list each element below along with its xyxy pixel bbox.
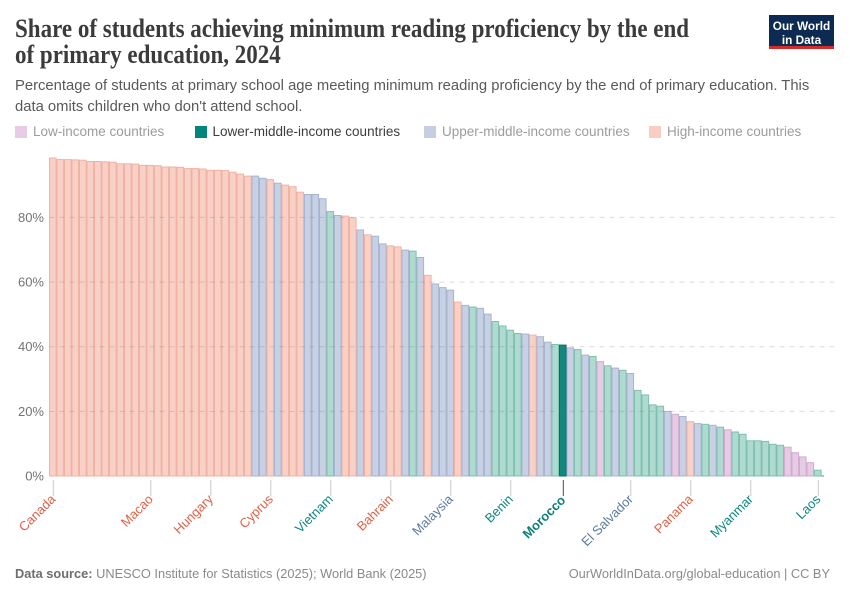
svg-text:Panama: Panama: [651, 491, 696, 536]
svg-text:20%: 20%: [18, 404, 44, 419]
svg-text:Cyprus: Cyprus: [236, 491, 276, 531]
svg-text:Canada: Canada: [16, 491, 59, 534]
svg-text:Benin: Benin: [482, 492, 516, 526]
svg-text:Macao: Macao: [118, 492, 156, 530]
svg-text:Morocco: Morocco: [520, 492, 569, 541]
svg-text:Vietnam: Vietnam: [292, 492, 336, 536]
svg-text:Myanmar: Myanmar: [707, 491, 756, 540]
svg-text:80%: 80%: [18, 210, 44, 225]
svg-text:Hungary: Hungary: [171, 491, 217, 537]
svg-text:El Salvador: El Salvador: [578, 491, 636, 549]
svg-text:Malaysia: Malaysia: [409, 491, 456, 538]
svg-text:40%: 40%: [18, 339, 44, 354]
svg-text:60%: 60%: [18, 275, 44, 290]
svg-text:0%: 0%: [25, 469, 44, 484]
svg-text:Laos: Laos: [793, 491, 824, 522]
svg-text:Bahrain: Bahrain: [354, 492, 396, 534]
